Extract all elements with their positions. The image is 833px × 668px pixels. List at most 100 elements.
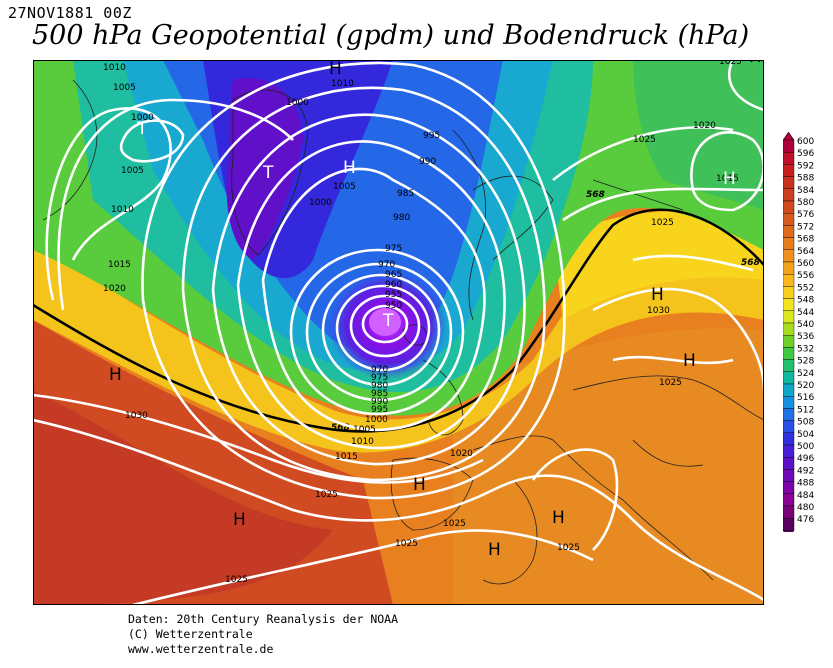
pressure-label: 1025 <box>443 519 466 529</box>
pressure-label: 1025 <box>395 539 418 549</box>
high-center: H <box>651 285 664 305</box>
map-frame <box>33 60 764 605</box>
legend-swatch <box>783 237 795 250</box>
field-yellow-band <box>33 205 764 453</box>
pressure-label: 1025 <box>557 543 580 553</box>
legend-level-label: 556 <box>797 271 814 281</box>
contour-568-label-c: 568 <box>331 423 350 433</box>
pressure-label: 1025 <box>315 490 338 500</box>
legend-level-label: 536 <box>797 332 814 342</box>
pressure-label: 1010 <box>111 205 134 215</box>
legend-swatch <box>783 420 795 434</box>
pressure-label: 1025 <box>633 135 656 145</box>
field-green-northeast <box>633 60 764 210</box>
high-center: H <box>488 540 501 560</box>
pressure-label: 985 <box>397 189 414 199</box>
color-legend: 600 596 592 588 584 580 576 572 568 564 560 556 552 5… <box>783 132 814 532</box>
pressure-label: 980 <box>393 213 410 223</box>
legend-level-label: 528 <box>797 357 814 367</box>
legend-level-label: 500 <box>797 442 814 452</box>
legend-swatch <box>783 457 795 470</box>
legend-level-label: 520 <box>797 381 814 391</box>
high-center: H <box>233 510 246 530</box>
legend-level-label: 508 <box>797 418 814 428</box>
legend-level-label: 492 <box>797 466 814 476</box>
pressure-label: 980 <box>371 381 388 391</box>
legend-swatch <box>783 212 795 226</box>
legend-swatch <box>783 273 795 287</box>
isobars <box>33 60 764 605</box>
legend-swatch <box>783 164 795 177</box>
legend-swatch <box>783 225 795 238</box>
legend-swatch <box>783 286 795 299</box>
legend-swatch <box>783 505 795 519</box>
legend-swatch <box>783 261 795 275</box>
legend-swatch <box>783 481 795 495</box>
legend-level-label: 592 <box>797 161 814 171</box>
legend-level-label: 488 <box>797 479 814 489</box>
legend-swatch <box>783 298 795 312</box>
legend-swatch <box>783 493 795 507</box>
legend-level-label: 544 <box>797 308 814 318</box>
pressure-label: 975 <box>385 244 402 254</box>
legend-swatch <box>783 518 795 531</box>
pressure-label: 1020 <box>693 121 716 131</box>
pressure-label: 960 <box>385 280 402 290</box>
pressure-label: 1025 <box>659 378 682 388</box>
legend-swatch <box>783 200 795 214</box>
pressure-label-group: 1010 1005 1000 1010 1000 1005 1000 995 9… <box>103 60 742 585</box>
legend-swatch <box>783 469 795 482</box>
legend-swatch <box>783 322 795 336</box>
legend-swatch <box>783 371 795 385</box>
field-violet-greenland <box>226 78 303 260</box>
legend-level-label: 480 <box>797 503 814 513</box>
credits-data-source: Daten: 20th Century Reanalysis der NOAA <box>128 612 399 626</box>
chart-title: 500 hPa Geopotential (gpdm) und Bodendru… <box>32 20 750 51</box>
legend-level-label: 596 <box>797 149 814 159</box>
pressure-label: 995 <box>371 405 388 415</box>
pressure-label: 1000 <box>309 198 332 208</box>
high-center: H <box>723 169 736 189</box>
high-center: H <box>552 508 565 528</box>
legend-level-label: 552 <box>797 283 814 293</box>
credits: Daten: 20th Century Reanalysis der NOAA … <box>128 612 398 657</box>
pressure-label: 1030 <box>125 411 148 421</box>
pressure-label: 1005 <box>353 425 376 435</box>
legend-level-label: 476 <box>797 515 814 525</box>
legend-level-label: 516 <box>797 393 814 403</box>
legend-swatch <box>783 444 795 458</box>
legend-swatch <box>783 334 795 348</box>
pressure-label: 970 <box>378 260 395 270</box>
legend-level-label: 540 <box>797 320 814 330</box>
legend-level-label: 504 <box>797 430 814 440</box>
pressure-label: 1025 <box>719 60 742 67</box>
high-center: H <box>749 60 762 67</box>
pressure-label: 1010 <box>351 437 374 447</box>
pressure-label: 1010 <box>331 79 354 89</box>
legend-swatch <box>783 310 795 324</box>
low-center: T <box>382 311 394 331</box>
credits-website: www.wetterzentrale.de <box>128 642 274 656</box>
legend-swatch <box>783 152 795 165</box>
legend-level-label: 572 <box>797 222 814 232</box>
field-darkred-core <box>33 390 333 605</box>
legend-level-label: 532 <box>797 344 814 354</box>
legend-level-label: 600 <box>797 137 814 147</box>
legend-swatch <box>783 432 795 446</box>
low-center: T <box>136 119 148 139</box>
high-center: H <box>413 475 426 495</box>
legend-level-label: 576 <box>797 210 814 220</box>
high-center: H <box>343 158 356 178</box>
pressure-label: 1015 <box>108 260 131 270</box>
pressure-label: 950 <box>385 301 402 311</box>
pressure-label: 1005 <box>113 83 136 93</box>
field-yellow-east <box>553 211 764 320</box>
contour-568-label-b: 568 <box>741 258 760 268</box>
pressure-label: 990 <box>371 397 388 407</box>
chart-date: 27NOV1881 00Z <box>8 4 132 22</box>
pressure-label: 995 <box>423 131 440 141</box>
legend-swatch <box>783 359 795 373</box>
legend-level-label: 496 <box>797 454 814 464</box>
legend-level-label: 584 <box>797 186 814 196</box>
pressure-label: 1015 <box>335 452 358 462</box>
